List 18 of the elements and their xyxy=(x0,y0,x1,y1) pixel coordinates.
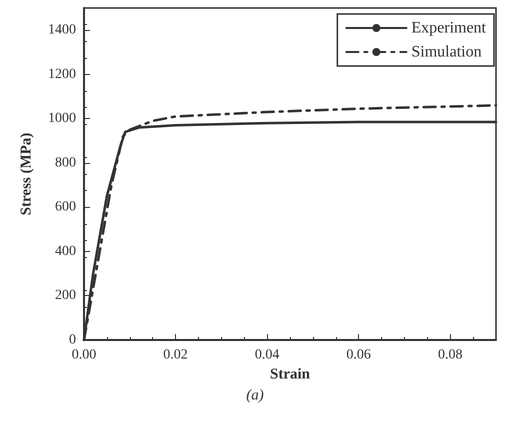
y-tick-label: 800 xyxy=(55,155,76,170)
y-axis-title: Stress (MPa) xyxy=(18,132,34,216)
x-tick-label: 0.02 xyxy=(163,348,188,362)
y-tick-label: 1200 xyxy=(48,66,76,82)
legend-label: Experiment xyxy=(411,20,487,36)
x-tick-label: 0.04 xyxy=(254,348,280,362)
x-axis-title: Strain xyxy=(270,366,311,382)
text: (a) xyxy=(246,388,264,404)
legend-label: Simulation xyxy=(411,44,482,60)
x-tick-label: 0.00 xyxy=(72,348,96,362)
x-tick-label: 0.08 xyxy=(438,348,462,362)
y-tick-label: 200 xyxy=(55,288,76,304)
x-tick-label: 0.06 xyxy=(346,348,371,362)
y-tick-label: 600 xyxy=(55,200,76,215)
y-tick-label: 0 xyxy=(69,332,76,348)
y-tick-label: 1000 xyxy=(48,111,76,126)
y-tick-label: 1400 xyxy=(48,22,76,38)
y-tick-label: 400 xyxy=(55,244,76,259)
